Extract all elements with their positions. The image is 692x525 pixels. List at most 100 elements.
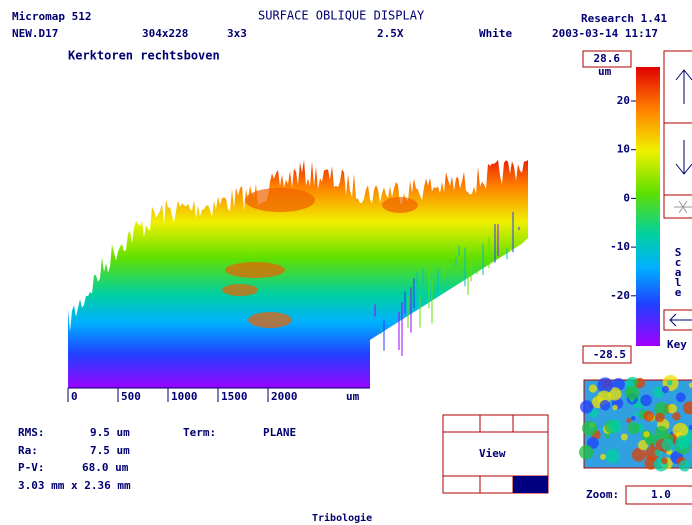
pv-value: 68.0 um	[82, 461, 129, 474]
thumb-spot	[631, 447, 646, 462]
file-name: NEW.D17	[12, 27, 58, 40]
header: Micromap 512 SURFACE OBLIQUE DISPLAY Res…	[12, 9, 667, 63]
thumb-spot	[632, 379, 639, 385]
key-label[interactable]: Key	[667, 338, 687, 351]
zoom: Zoom: 1.0	[586, 485, 692, 505]
datetime: 2003-03-14 11:17	[552, 27, 658, 40]
surface-plot	[68, 159, 528, 388]
view-control[interactable]: View	[442, 414, 549, 494]
thumb-spot	[672, 412, 681, 421]
scale-label: Scale	[672, 246, 685, 296]
x-axis: um 0 500 1000 1500 2000	[67, 387, 370, 403]
scale-tick: 0	[623, 191, 630, 204]
surface-front	[68, 332, 370, 388]
scale-tick: 20	[617, 94, 630, 107]
thumb-spot	[640, 394, 652, 407]
view-selected	[513, 476, 548, 493]
thumb-spot	[661, 385, 670, 394]
surface-side	[370, 238, 528, 388]
thumbnail[interactable]	[579, 375, 692, 472]
thumb-spot	[608, 387, 622, 401]
color-bar	[636, 67, 660, 346]
thumb-spot	[654, 449, 662, 457]
scale-min: -28.5	[593, 348, 626, 361]
axis-tick-label: 500	[121, 390, 141, 403]
thumb-spot	[678, 436, 690, 448]
ra-value: 7.5 um	[90, 444, 130, 457]
max-box	[582, 50, 632, 68]
thumb-spot	[599, 400, 611, 411]
surface-peak	[382, 197, 418, 213]
view-grid	[443, 415, 548, 493]
thumb-spot	[688, 424, 692, 431]
thumb-spot	[683, 401, 692, 415]
display-title: SURFACE OBLIQUE DISPLAY	[258, 9, 425, 23]
left-arrow	[669, 313, 692, 327]
surface-peak	[248, 312, 292, 328]
dimensions: 3.03 mm x 2.36 mm	[18, 479, 131, 492]
thumb-spot	[620, 433, 628, 441]
thumb-spot	[643, 431, 650, 438]
axis-tick-label: 0	[71, 390, 78, 403]
down-button[interactable]	[663, 122, 692, 196]
thumb-spot	[667, 380, 673, 386]
thumb-spot	[627, 422, 640, 435]
ra-label: Ra:	[18, 444, 38, 457]
zoom-value: 1.0	[651, 488, 671, 501]
thumb-spot	[626, 417, 632, 423]
thumb-spot	[675, 392, 686, 403]
reset-icon	[674, 200, 692, 214]
thumb-spot	[643, 410, 655, 422]
axis-unit: um	[346, 390, 360, 403]
zoom-box[interactable]	[625, 485, 692, 505]
thumb-spot	[580, 400, 594, 414]
term-label: Term:	[183, 426, 216, 439]
thumb-spot	[604, 433, 610, 439]
thumb-spot	[667, 403, 677, 414]
thumb-spot	[654, 402, 669, 417]
rms-value: 9.5 um	[90, 426, 130, 439]
thumb-spot	[605, 448, 620, 464]
thumb-spot	[582, 420, 598, 436]
thumb-spot	[579, 445, 594, 460]
axis-tick-label: 2000	[271, 390, 298, 403]
thumb-spot	[650, 443, 655, 448]
thumb-spot	[625, 385, 640, 400]
light: White	[479, 27, 512, 40]
axis-tick-label: 1500	[221, 390, 248, 403]
thumb-spot	[655, 412, 665, 423]
min-box	[582, 345, 632, 364]
binning: 3x3	[227, 27, 247, 40]
thumb-spot	[634, 411, 639, 417]
surface-peak	[245, 188, 315, 212]
app-name: Micromap 512	[12, 10, 91, 23]
thumb-spot	[672, 422, 689, 439]
view-label[interactable]: View	[479, 447, 506, 460]
term-value: PLANE	[263, 426, 296, 439]
scale-ticks: 20 10 0 -10 -20	[610, 94, 636, 302]
surface-peak	[225, 262, 285, 278]
thumb-spot	[652, 386, 665, 398]
statistics: RMS: 9.5 um Term: PLANE Ra: 7.5 um P-V: …	[18, 426, 296, 492]
rms-label: RMS:	[18, 426, 45, 439]
scale-tick: -10	[610, 240, 630, 253]
thumb-spot	[661, 457, 668, 465]
thumb-spot	[597, 377, 614, 394]
down-arrow	[675, 140, 692, 175]
scale-unit: um	[598, 65, 612, 78]
thumb-spot	[587, 437, 599, 449]
magnification: 2.5X	[377, 27, 404, 40]
footer: Tribologie	[312, 512, 372, 524]
up-arrow	[675, 69, 692, 104]
description: Kerktoren rechtsboven	[68, 49, 220, 63]
thumb-spot	[666, 450, 672, 456]
up-button[interactable]	[663, 50, 692, 124]
axis-tick-label: 1000	[171, 390, 198, 403]
image-size: 304x228	[142, 27, 188, 40]
thumb-spot	[612, 404, 618, 411]
thumb-spot	[631, 416, 636, 421]
zoom-label: Zoom:	[586, 488, 619, 501]
surface-peak	[222, 284, 258, 296]
scale-tick: -20	[610, 289, 630, 302]
